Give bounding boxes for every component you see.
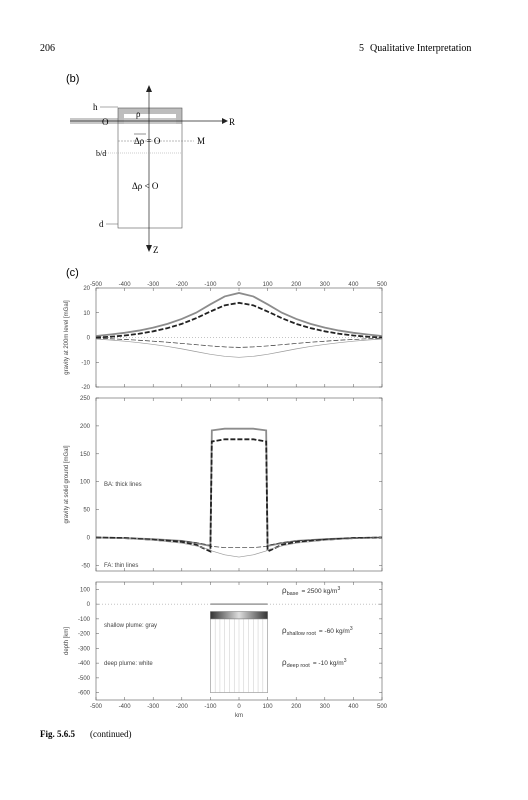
annotation: shallow plume: gray [104, 623, 157, 629]
x-axis-label: km [235, 713, 243, 719]
origin-label: O [102, 117, 109, 127]
data-line [95, 301, 383, 339]
x-tick-label: 100 [263, 704, 274, 710]
y-tick-label: -300 [78, 646, 91, 652]
x-tick-label: 0 [237, 704, 241, 710]
y-tick-label: 10 [83, 311, 90, 317]
data-line [95, 438, 383, 553]
x-tick-label: -500 [90, 704, 103, 710]
density-sub: deep root [287, 663, 311, 669]
x-tick-label: 400 [348, 282, 359, 288]
y-axis-label: gravity at 200m level [mGal] [64, 300, 70, 375]
y-tick-label: 250 [80, 396, 91, 402]
x-tick-label: 200 [291, 704, 302, 710]
x-tick-label: -300 [147, 704, 160, 710]
y-tick-label: 150 [80, 452, 91, 458]
panel-b: (b) h ρ O R Δρ = O M b/d Δρ < O d Z [66, 73, 235, 255]
y-tick-label: -500 [78, 676, 91, 682]
panel-label: (b) [66, 73, 79, 85]
density-text: = -60 kg/m [319, 628, 350, 635]
y-tick-label: -400 [78, 661, 91, 667]
density-sup: 3 [350, 626, 353, 632]
y-tick-label: -50 [81, 563, 90, 569]
page-number: 206 [40, 43, 55, 54]
x-tick-label: -200 [176, 704, 189, 710]
y-tick-label: 20 [83, 286, 90, 292]
y-tick-label: 0 [87, 336, 91, 342]
m-label: M [197, 136, 205, 146]
data-line [95, 292, 383, 337]
data-line [95, 337, 383, 348]
y-tick-label: 0 [87, 602, 91, 608]
panel-label: (c) [66, 267, 79, 279]
data-line [95, 537, 383, 558]
x-tick-label: -300 [147, 282, 160, 288]
d-label: d [99, 219, 104, 229]
density-sub: shallow root [287, 631, 317, 637]
annotation: FA: thin lines [104, 563, 138, 569]
x-tick-label: 500 [377, 704, 388, 710]
x-tick-label: -100 [204, 704, 217, 710]
density-text: = 2500 kg/m [302, 588, 338, 595]
data-line [95, 537, 383, 548]
plume-box [117, 107, 183, 229]
density-sub: base [287, 591, 299, 597]
data-line [95, 338, 383, 358]
x-tick-label: -400 [119, 704, 132, 710]
x-tick-label: -100 [204, 282, 217, 288]
y-axis-label: depth [km] [64, 627, 70, 655]
y-tick-label: -20 [81, 385, 90, 391]
h-label: h [93, 102, 98, 112]
rho-label: ρ [136, 109, 141, 119]
y-tick-label: -100 [78, 617, 91, 623]
shallow-plume [210, 611, 268, 620]
chapter-number: 5 [359, 43, 364, 54]
delta-neg: Δρ < O [132, 181, 159, 191]
r-arrow [222, 118, 228, 124]
x-tick-label: -400 [119, 282, 132, 288]
y-axis-label: gravity at solid ground [mGal] [64, 445, 70, 523]
panel-c: -500 -400 -300 -200 -100 0 100 200 300 400 500-20-… [64, 282, 388, 719]
density-label: ρbase = 2500 kg/m3 [282, 586, 340, 597]
y-tick-label: 0 [87, 536, 91, 542]
density-text: = -10 kg/m [313, 660, 344, 667]
x-tick-label: -200 [176, 282, 189, 288]
caption-text: (continued) [90, 729, 131, 739]
delta-zero: Δρ = O [134, 136, 161, 146]
density-sup: 3 [337, 586, 340, 592]
y-tick-label: -200 [78, 632, 91, 638]
y-tick-label: -10 [81, 360, 90, 366]
density-symbol: ρ [282, 658, 287, 667]
y-tick-label: 100 [80, 587, 91, 593]
density-sup: 3 [344, 658, 347, 664]
annotation: BA: thick lines [104, 482, 142, 488]
x-tick-label: 100 [263, 282, 274, 288]
y-tick-label: -600 [78, 691, 91, 697]
density-label: ρdeep root = -10 kg/m3 [282, 658, 347, 669]
density-symbol: ρ [282, 586, 287, 595]
z-label: Z [153, 245, 159, 255]
x-tick-label: 0 [237, 282, 241, 288]
x-tick-label: -500 [90, 282, 103, 288]
topography [118, 108, 182, 124]
x-tick-label: 500 [377, 282, 388, 288]
y-tick-label: 100 [80, 480, 91, 486]
density-label: ρshallow root = -60 kg/m3 [282, 626, 353, 637]
caption-label: Fig. 5.6.5 [40, 729, 75, 739]
y-tick-label: 50 [83, 508, 90, 514]
density-symbol: ρ [282, 626, 287, 635]
r-label: R [229, 117, 235, 127]
chapter-title: Qualitative Interpretation [370, 43, 471, 54]
x-tick-label: 300 [320, 704, 331, 710]
y-tick-label: 200 [80, 424, 91, 430]
x-tick-label: 400 [348, 704, 359, 710]
bd-label: b/d [96, 149, 106, 158]
annotation: deep plume: white [104, 661, 153, 667]
x-tick-label: 200 [291, 282, 302, 288]
x-tick-label: 300 [320, 282, 331, 288]
